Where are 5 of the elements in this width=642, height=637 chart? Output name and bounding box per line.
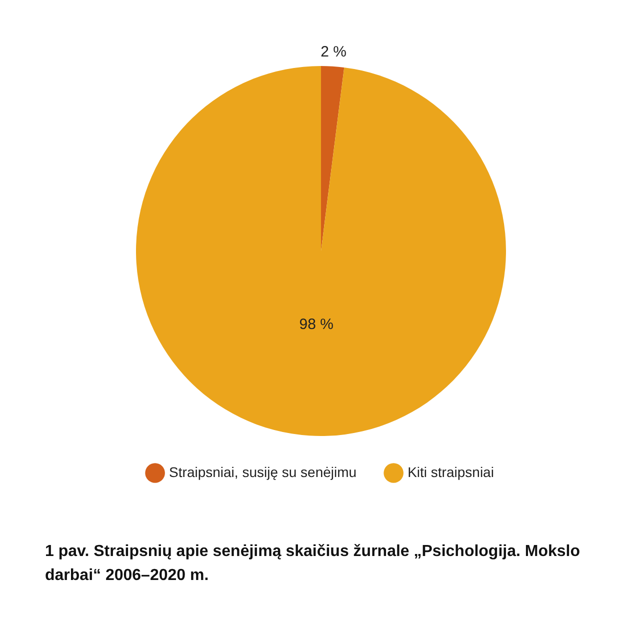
data-label: 98 %	[299, 316, 334, 333]
legend-label: Straipsniai, susiję su senėjimu	[169, 464, 357, 480]
text: 1 pav. Straipsnių apie senėjimą skaičius žurnale „Psichologija. Mokslo darbai“ 2006–2020 m.	[45, 542, 581, 586]
legend-label: Kiti straipsniai	[408, 464, 494, 480]
data-label: 2 %	[320, 44, 346, 61]
